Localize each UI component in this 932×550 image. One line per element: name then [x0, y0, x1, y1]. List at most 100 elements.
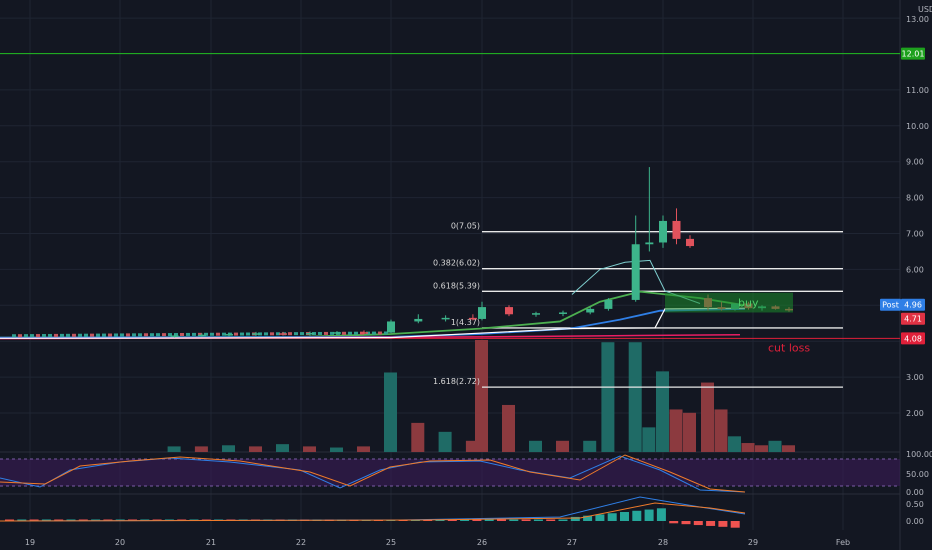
annotations: buy cut loss [665, 292, 810, 354]
flat-candle [174, 333, 178, 337]
flat-candle [66, 333, 70, 337]
candle-body-2 [225, 334, 233, 336]
x-tick-8: 29 [748, 538, 758, 547]
candle-body-0 [170, 335, 179, 337]
price-label-post-bg [901, 298, 925, 311]
candle-body-3 [252, 333, 260, 335]
candle-body-6 [333, 332, 341, 334]
y-tick-5: 7.00 [906, 230, 924, 239]
stoch-tick-1: 50.00 [906, 470, 929, 479]
flat-candle [342, 331, 346, 335]
macd-hist [706, 521, 716, 526]
flat-candle [150, 333, 154, 337]
flat-candle [162, 333, 166, 337]
price-label-post: 4.96 [904, 301, 922, 310]
x-tick-1: 20 [115, 538, 125, 547]
flat-candle [300, 332, 304, 336]
candle-body-18 [631, 244, 640, 300]
y-tick-6: 8.00 [906, 194, 924, 203]
price-axis: USD2.003.004.005.006.007.008.009.0010.00… [880, 5, 932, 418]
fib-label-0: 0(7.05) [451, 222, 480, 231]
flat-candle [72, 333, 76, 337]
macd-hist [29, 519, 39, 521]
flat-candle [84, 333, 88, 337]
flat-candle [30, 334, 34, 338]
candle-body-1 [197, 334, 206, 337]
flat-candle [192, 332, 196, 336]
volume-bar-26 [741, 443, 755, 452]
candle-body-16 [586, 308, 595, 313]
y-tick-0: 2.00 [906, 409, 924, 418]
macd-hist [546, 519, 556, 521]
macd-hist [669, 521, 679, 524]
candle-body-9 [414, 318, 423, 322]
macd-hist [644, 509, 654, 521]
macd-hist [78, 519, 88, 521]
volume-bar-7 [357, 446, 370, 452]
flat-candle [204, 332, 208, 336]
macd-pane: 0.50 0.00 [0, 496, 924, 528]
volume-bar-5 [303, 446, 316, 452]
flat-candle [144, 333, 148, 337]
volume-bar-29 [782, 445, 795, 452]
candle-body-13 [505, 307, 513, 315]
macd-hist [620, 512, 629, 521]
candle-body-7 [360, 332, 368, 334]
macd-hist [632, 510, 642, 521]
fib-label-2: 0.618(5.39) [433, 281, 480, 290]
signal-line [0, 502, 746, 522]
macd-hist [472, 519, 482, 521]
flat-candle [354, 331, 358, 335]
price-label-last-bg [901, 47, 925, 60]
volume-bar-9 [411, 422, 425, 452]
flat-candle [318, 331, 322, 335]
buy-zone [665, 292, 793, 313]
flat-candle [12, 334, 16, 338]
x-tick-2: 21 [206, 538, 216, 547]
volume-bar-15 [556, 440, 569, 452]
flat-candle [378, 331, 382, 335]
volume-bar-10 [438, 431, 452, 452]
flat-candle [330, 331, 334, 335]
volume-bar-23 [701, 382, 714, 452]
flat-candle [264, 332, 268, 336]
volume-bar-21 [669, 409, 683, 452]
price-label-last: 12.01 [902, 50, 925, 59]
macd-hist [460, 519, 470, 521]
volume-bar-16 [583, 440, 597, 452]
x-tick-6: 27 [567, 538, 577, 547]
macd-hist [91, 519, 101, 521]
volume-bar-25 [728, 436, 741, 452]
flat-candle [294, 332, 298, 336]
candle-body-4 [279, 333, 287, 335]
flat-candle [234, 332, 238, 336]
volume-bar-20 [656, 371, 669, 452]
x-tick-9: Feb [836, 538, 850, 547]
macd-hist [730, 521, 740, 528]
flat-candle [132, 333, 136, 337]
macd-hist [656, 508, 666, 521]
flat-candle [120, 333, 124, 337]
flat-candle [78, 333, 82, 337]
macd-hist [66, 519, 76, 521]
volume-bar-12 [475, 340, 488, 452]
flat-candle [114, 333, 118, 337]
candle-body-22 [686, 238, 694, 247]
macd-hist [570, 516, 580, 521]
macd-hist [497, 519, 506, 521]
flat-candle [288, 332, 292, 336]
flat-candle [90, 333, 94, 337]
stoch-band [0, 459, 900, 486]
flat-candle [198, 332, 202, 336]
volume-bar-13 [502, 404, 515, 452]
macd-hist [607, 513, 617, 521]
volume-bar-1 [194, 446, 208, 452]
price-label-current-bg [901, 312, 925, 325]
price-label-cutloss: 4.08 [904, 334, 922, 343]
volume-bar-18 [628, 342, 642, 452]
volume-bar-6 [330, 447, 343, 452]
macd-hist [533, 519, 543, 521]
volume-bars [167, 340, 795, 452]
